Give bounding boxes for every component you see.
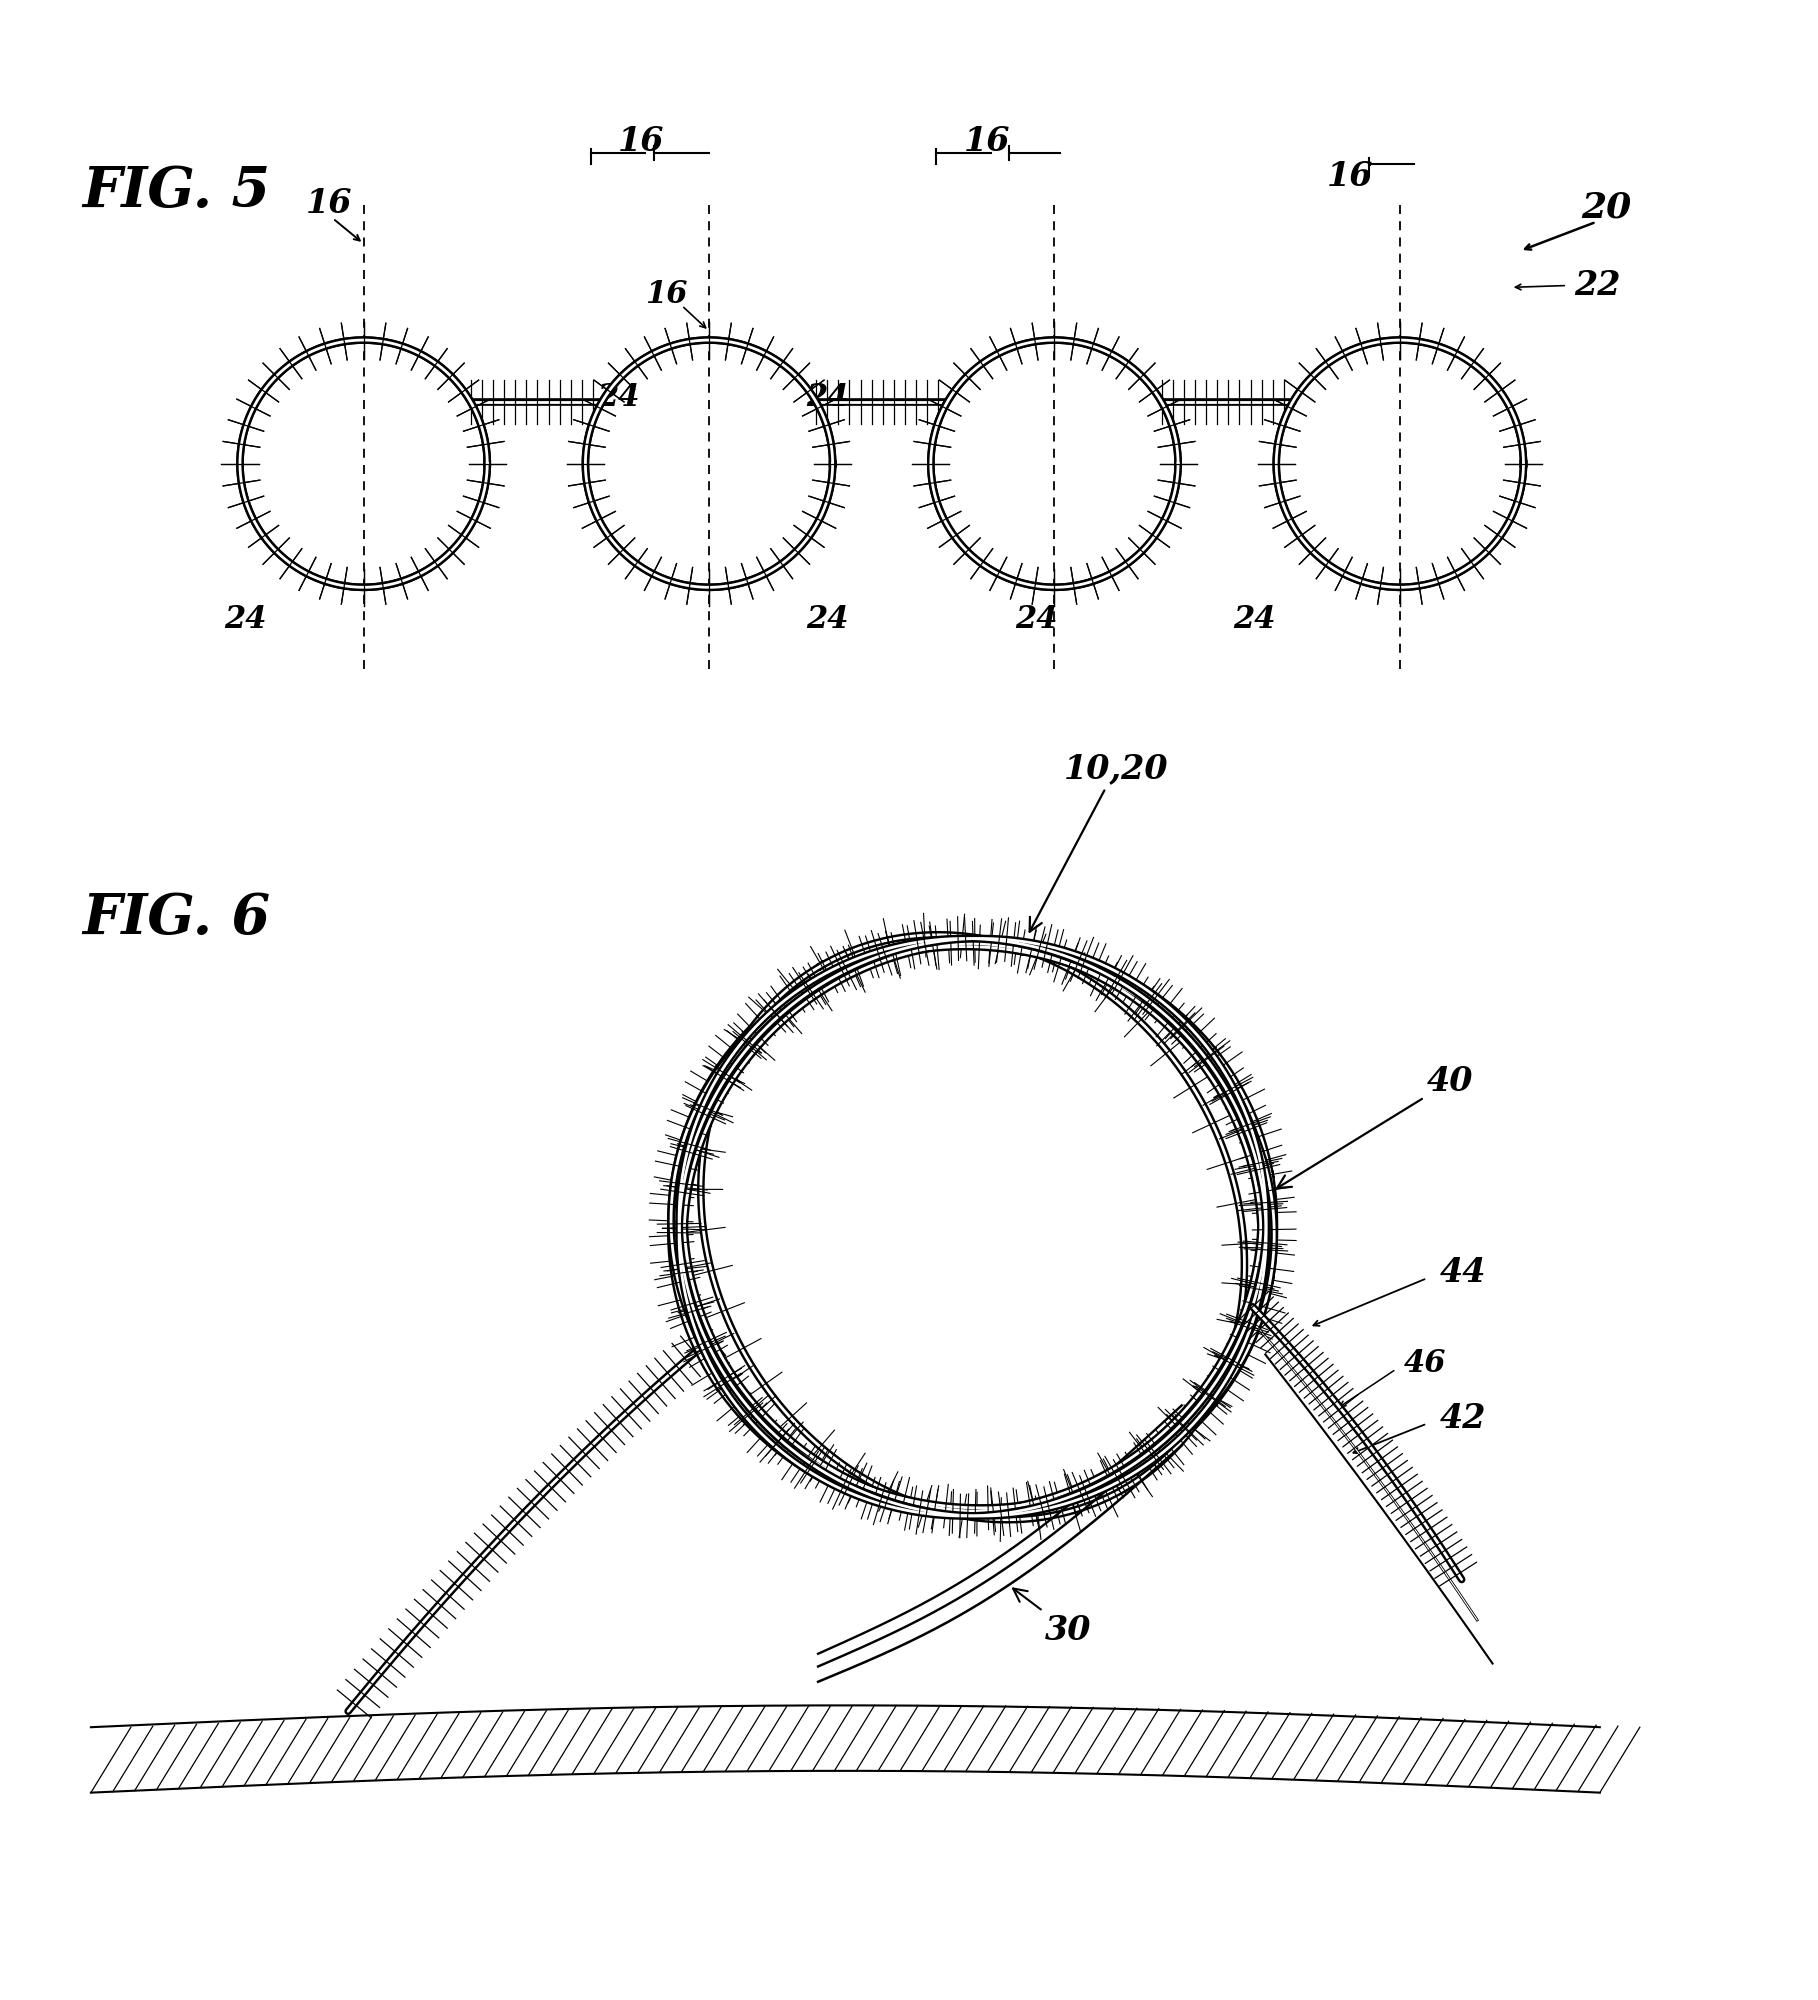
Text: 16: 16 (645, 280, 687, 310)
Text: 16: 16 (964, 126, 1011, 158)
Text: 24: 24 (1233, 604, 1276, 634)
Text: 24: 24 (1014, 604, 1058, 634)
Text: 10,20: 10,20 (1029, 752, 1169, 932)
Text: 40: 40 (1276, 1064, 1474, 1188)
Text: 46: 46 (1403, 1348, 1445, 1380)
Text: 30: 30 (1013, 1588, 1093, 1646)
Text: 16: 16 (305, 188, 353, 220)
Text: 24: 24 (224, 604, 267, 634)
Text: 24: 24 (596, 382, 640, 412)
Text: 24: 24 (805, 382, 849, 412)
Text: 42: 42 (1440, 1402, 1487, 1434)
Text: 44: 44 (1440, 1256, 1487, 1290)
Text: FIG. 6: FIG. 6 (82, 890, 269, 946)
Text: 20: 20 (1582, 190, 1633, 224)
Text: 16: 16 (1327, 160, 1374, 192)
Text: 22: 22 (1574, 270, 1622, 302)
Text: 16: 16 (618, 126, 665, 158)
Text: 24: 24 (805, 604, 849, 634)
Text: FIG. 5: FIG. 5 (82, 164, 269, 218)
